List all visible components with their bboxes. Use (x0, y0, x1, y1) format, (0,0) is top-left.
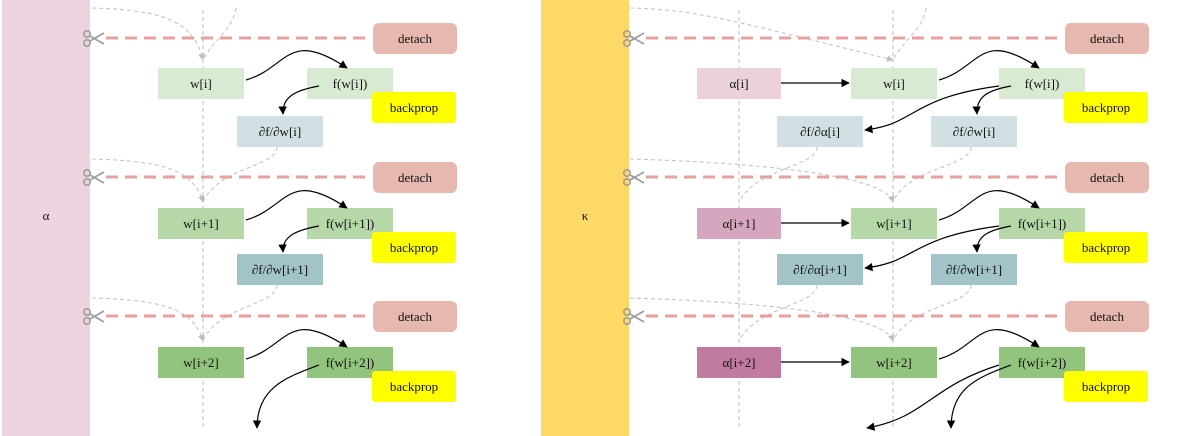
detach-button-label: detach (398, 170, 432, 185)
detach-button-label: detach (398, 309, 432, 324)
f-box-label: f(w[i+1]) (326, 216, 374, 231)
detach-button: detach (1065, 301, 1149, 332)
detach-button-label: detach (398, 31, 432, 46)
sidebar-left: α (2, 0, 90, 436)
grad-w-box-label: ∂f/∂w[i] (953, 124, 995, 139)
w-box: w[i] (158, 68, 244, 99)
detach-button: detach (373, 23, 457, 54)
detach-button: detach (1065, 162, 1149, 193)
sidebar-label: α (43, 208, 50, 223)
backprop-button-label: backprop (390, 100, 438, 115)
f-box: f(w[i+2]) (307, 347, 393, 378)
sidebar-label: κ (582, 208, 589, 223)
w-box-label: w[i+2] (876, 355, 912, 370)
f-box-label: f(w[i]) (1025, 76, 1060, 91)
grad-w-box-label: ∂f/∂w[i+1] (946, 262, 1002, 277)
f-box-label: f(w[i+1]) (1018, 216, 1066, 231)
backprop-button-label: backprop (390, 379, 438, 394)
alpha-box: α[i+1] (697, 208, 781, 239)
grad-w-box: ∂f/∂w[i] (931, 116, 1017, 147)
backprop-button: backprop (1064, 92, 1148, 123)
w-box-label: w[i+1] (876, 216, 912, 231)
backprop-button: backprop (1064, 371, 1148, 402)
grad-w-box-label: ∂f/∂w[i+1] (252, 262, 308, 277)
detach-button: detach (373, 162, 457, 193)
backprop-button-label: backprop (1082, 379, 1130, 394)
detach-button: detach (1065, 23, 1149, 54)
grad-w-box: ∂f/∂w[i+1] (237, 254, 323, 285)
panel-left: α detach w[i] f(w[i]) backprop ∂f/∂w[i] detach… (2, 0, 457, 436)
backprop-button: backprop (372, 232, 456, 263)
grad-w-box: ∂f/∂w[i+1] (931, 254, 1017, 285)
backprop-button: backprop (1064, 232, 1148, 263)
w-box: w[i+1] (158, 208, 244, 239)
alpha-box-label: α[i] (729, 76, 748, 91)
backprop-button-label: backprop (1082, 240, 1130, 255)
alpha-box-label: α[i+1] (723, 216, 756, 231)
detach-button: detach (373, 301, 457, 332)
alpha-box: α[i] (697, 68, 781, 99)
w-box: w[i] (851, 68, 937, 99)
f-box: f(w[i]) (307, 68, 393, 99)
panel-right: κ detach α[i] w[i] f(w[i]) backprop ∂f/∂w[i] ∂f… (541, 0, 1149, 436)
grad-alpha-box: ∂f/∂α[i+1] (777, 254, 863, 285)
backprop-button: backprop (372, 92, 456, 123)
f-box-label: f(w[i]) (333, 76, 368, 91)
grad-w-box-label: ∂f/∂w[i] (259, 124, 301, 139)
w-box: w[i+2] (158, 347, 244, 378)
backprop-button-label: backprop (1082, 100, 1130, 115)
w-box-label: w[i+1] (183, 216, 219, 231)
sidebar-right: κ (541, 0, 629, 436)
backprop-button: backprop (372, 371, 456, 402)
w-box-label: w[i+2] (183, 355, 219, 370)
detach-button-label: detach (1090, 170, 1124, 185)
alpha-box: α[i+2] (697, 347, 781, 378)
detach-button-label: detach (1090, 309, 1124, 324)
w-box: w[i+1] (851, 208, 937, 239)
w-box-label: w[i] (883, 76, 905, 91)
grad-w-box: ∂f/∂w[i] (237, 116, 323, 147)
f-box-label: f(w[i+2]) (326, 355, 374, 370)
backprop-button-label: backprop (390, 240, 438, 255)
grad-alpha-box: ∂f/∂α[i] (777, 116, 863, 147)
f-box-label: f(w[i+2]) (1018, 355, 1066, 370)
w-box-label: w[i] (190, 76, 212, 91)
w-box: w[i+2] (851, 347, 937, 378)
grad-alpha-box-label: ∂f/∂α[i+1] (793, 262, 847, 277)
alpha-box-label: α[i+2] (723, 355, 756, 370)
detach-button-label: detach (1090, 31, 1124, 46)
grad-alpha-box-label: ∂f/∂α[i] (800, 124, 840, 139)
